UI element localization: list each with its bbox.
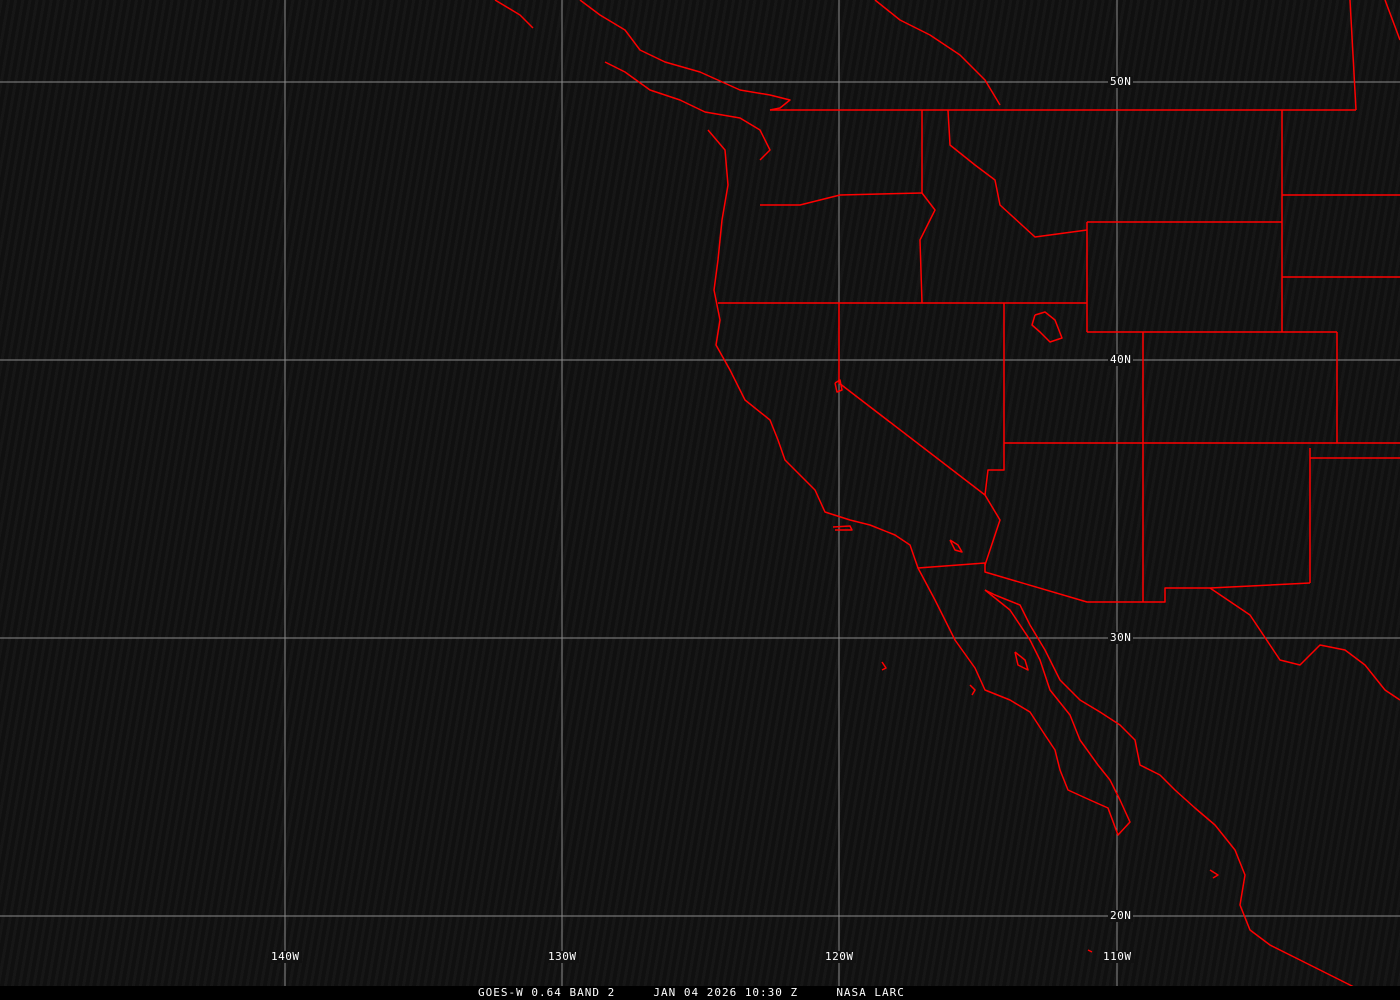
boundaries: [494, 0, 1400, 991]
timestamp: JAN 04 2026 10:30 Z: [653, 986, 799, 999]
lat-label-20n: 20N: [1108, 909, 1134, 922]
satellite-band: GOES-W 0.64 BAND 2: [478, 986, 616, 999]
lon-label-120w: 120W: [823, 950, 856, 963]
border-wa-or: [760, 192, 923, 206]
border-canada-east: [1349, 0, 1357, 111]
island-socorro: [1087, 949, 1093, 953]
lake-tahoe: [834, 379, 843, 393]
caption-bar: [0, 986, 1400, 1000]
image-caption: GOES-W 0.64 BAND 2 JAN 04 2026 10:30 Z N…: [478, 986, 905, 999]
island-guadalupe: [881, 661, 887, 671]
coastline-bc-mainland: [579, 0, 791, 111]
lat-label-30n: 30N: [1108, 631, 1134, 644]
lon-label-110w: 110W: [1101, 950, 1134, 963]
border-or-id: [919, 192, 936, 304]
lat-label-40n: 40N: [1108, 353, 1134, 366]
border-manitoba: [1384, 0, 1400, 41]
border-mexico-texas: [1209, 587, 1400, 701]
source-credit: NASA LARC: [836, 986, 905, 999]
lat-label-50n: 50N: [1108, 75, 1134, 88]
border-nv-east: [984, 303, 1005, 496]
border-us-mexico: [917, 562, 1311, 603]
salton-sea: [949, 539, 963, 553]
island-tiburon: [1014, 651, 1029, 671]
coastline-vancouver-island: [604, 61, 771, 161]
coastline-mexico: [984, 589, 1361, 991]
coastline-west: [707, 129, 1131, 836]
border-bc-alberta: [874, 0, 1001, 106]
island-tres-marias: [1209, 869, 1219, 879]
lon-label-130w: 130W: [546, 950, 579, 963]
great-salt-lake: [1031, 311, 1063, 343]
border-id-mt: [947, 109, 1088, 238]
island-cedros: [969, 684, 976, 696]
border-ca-nv: [838, 303, 1001, 566]
coastline-bc: [494, 0, 534, 29]
lon-label-140w: 140W: [269, 950, 302, 963]
channel-islands: [832, 525, 853, 531]
